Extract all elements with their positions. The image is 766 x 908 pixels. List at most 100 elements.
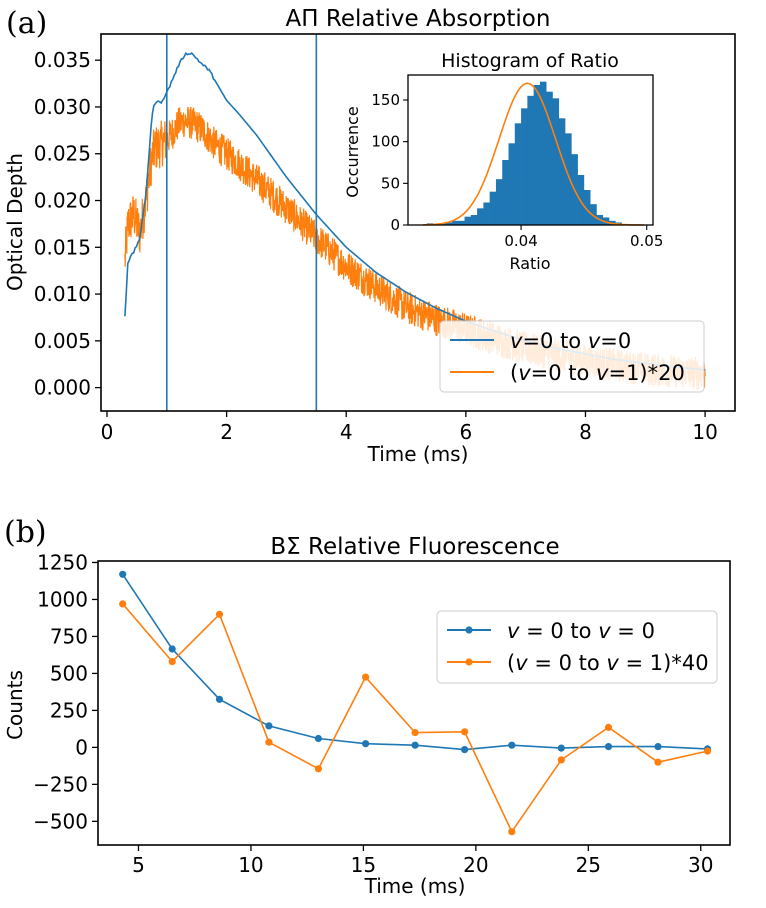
- absorption-legend: v=0 to v=0 (v=0 to v=1)*20: [439, 320, 705, 393]
- fluorescence-axes-frame: [97, 560, 731, 846]
- histogram-inset: Histogram of Ratio Ratio Occurrence 0.04…: [343, 50, 663, 273]
- histogram-fit-line: [423, 82, 645, 226]
- histogram-bar: [552, 98, 560, 225]
- histogram-bar: [489, 191, 497, 225]
- fluorescence-point-orange: [654, 758, 662, 766]
- fluorescence-x-tick-label: 25: [576, 853, 601, 877]
- fluorescence-y-tick-label: −250: [33, 772, 88, 796]
- histogram-x-tick-label: 0.05: [630, 232, 663, 250]
- fluorescence-legend: v = 0 to v = 0 (v = 0 to v = 1)*40: [436, 610, 718, 684]
- histogram-bar: [451, 220, 459, 225]
- absorption-y-tick-label: 0.025: [34, 142, 91, 166]
- absorption-legend-box: [439, 320, 705, 393]
- absorption-y-tick-label: 0.020: [34, 189, 91, 213]
- fluorescence-point-orange: [314, 765, 322, 773]
- fluorescence-y-tick-label: 750: [50, 624, 88, 648]
- histogram-bar: [502, 160, 509, 225]
- fluorescence-point-orange: [411, 729, 419, 737]
- histogram-bar: [521, 108, 528, 225]
- absorption-x-tick-label: 8: [579, 420, 592, 444]
- absorption-y-tick-label: 0.035: [34, 48, 91, 72]
- fluorescence-legend-box: [436, 610, 718, 684]
- absorption-x-tick-label: 0: [101, 420, 114, 444]
- fluorescence-legend-marker-blue: [465, 626, 473, 634]
- fluorescence-point-orange: [119, 600, 127, 608]
- histogram-axes-frame: [407, 74, 654, 226]
- fluorescence-legend-marker-orange: [465, 658, 473, 666]
- fluorescence-y-tick-label: −500: [33, 809, 88, 833]
- histogram-bar: [464, 216, 472, 225]
- absorption-axes-frame: [100, 33, 736, 412]
- fluorescence-point-orange: [703, 747, 712, 755]
- histogram-bar: [514, 123, 522, 225]
- fluorescence-point-blue: [168, 645, 176, 653]
- fluorescence-point-blue: [508, 741, 516, 749]
- absorption-x-tick-label: 4: [340, 420, 353, 444]
- fluorescence-point-blue: [265, 722, 273, 730]
- histogram-bar: [508, 143, 516, 225]
- histogram-bar: [470, 215, 478, 225]
- absorption-x-tick-label: 2: [220, 420, 233, 444]
- fluorescence-point-orange: [557, 756, 565, 764]
- histogram-y-axis-label: Occurrence: [343, 106, 362, 197]
- histogram-bar: [445, 222, 453, 225]
- histogram-bar: [590, 204, 597, 225]
- histogram-bar: [546, 91, 553, 225]
- absorption-chart: AΠ Relative Absorption Time (ms) Optical…: [3, 6, 736, 466]
- absorption-y-tick-label: 0.030: [34, 95, 91, 119]
- fluorescence-point-blue: [411, 741, 419, 749]
- histogram-y-tick-label: 50: [381, 174, 400, 192]
- fluorescence-y-tick-label: 1250: [37, 550, 88, 574]
- panel-b-label: (b): [4, 515, 47, 550]
- fluorescence-y-tick-label: 500: [50, 661, 88, 685]
- fluorescence-x-tick-label: 15: [351, 853, 376, 877]
- absorption-legend-label-1: v=0 to v=0: [510, 329, 631, 353]
- histogram-bar: [483, 202, 490, 225]
- absorption-y-tick-label: 0.015: [34, 235, 91, 259]
- absorption-y-tick-label: 0.005: [34, 329, 91, 353]
- fluorescence-point-blue: [604, 743, 613, 751]
- fluorescence-point-blue: [215, 695, 224, 703]
- absorption-x-axis-label: Time (ms): [367, 442, 469, 466]
- fluorescence-point-orange: [362, 673, 370, 681]
- fluorescence-y-tick-label: 1000: [37, 587, 88, 611]
- fluorescence-legend-label-1: v = 0 to v = 0: [507, 619, 655, 643]
- absorption-y-tick-label: 0.010: [34, 282, 91, 306]
- histogram-y-tick-label: 150: [371, 91, 400, 109]
- fluorescence-point-orange: [265, 738, 273, 746]
- fluorescence-point-orange: [168, 658, 176, 666]
- histogram-bar: [527, 95, 534, 225]
- fluorescence-chart: BΣ Relative Fluorescence Time (ms) Count…: [3, 534, 731, 898]
- histogram-bar: [539, 81, 547, 225]
- fluorescence-point-orange: [508, 828, 516, 836]
- fluorescence-point-orange: [215, 610, 224, 618]
- histogram-bar: [583, 190, 591, 225]
- histogram-bar: [477, 208, 484, 225]
- fluorescence-x-tick-label: 10: [238, 853, 263, 877]
- fluorescence-y-tick-label: 250: [50, 698, 88, 722]
- histogram-y-tick-label: 100: [371, 133, 400, 151]
- fluorescence-point-orange: [461, 728, 469, 736]
- fluorescence-x-axis-label: Time (ms): [364, 874, 466, 898]
- fluorescence-y-axis-label: Counts: [3, 670, 27, 740]
- absorption-chart-title: AΠ Relative Absorption: [286, 6, 551, 32]
- fluorescence-point-blue: [362, 740, 370, 748]
- histogram-bar: [495, 179, 503, 225]
- absorption-x-tick-label: 10: [692, 420, 717, 444]
- histogram-bar: [558, 118, 566, 225]
- fluorescence-chart-title: BΣ Relative Fluorescence: [270, 534, 559, 560]
- fluorescence-point-orange: [604, 723, 613, 732]
- fluorescence-point-blue: [557, 744, 565, 752]
- absorption-y-tick-label: 0.000: [34, 376, 91, 400]
- fluorescence-x-tick-label: 5: [132, 853, 145, 877]
- fluorescence-x-tick-label: 30: [688, 853, 713, 877]
- histogram-x-axis-label: Ratio: [509, 254, 550, 273]
- absorption-legend-label-2: (v=0 to v=1)*20: [510, 361, 685, 385]
- histogram-x-tick-label: 0.04: [504, 232, 537, 250]
- fluorescence-x-tick-label: 20: [463, 853, 488, 877]
- fluorescence-y-tick-label: 0: [75, 735, 88, 759]
- absorption-y-axis-label: Optical Depth: [3, 153, 27, 291]
- histogram-bar: [458, 220, 465, 225]
- absorption-x-tick-label: 6: [459, 420, 472, 444]
- histogram-bar: [533, 85, 541, 225]
